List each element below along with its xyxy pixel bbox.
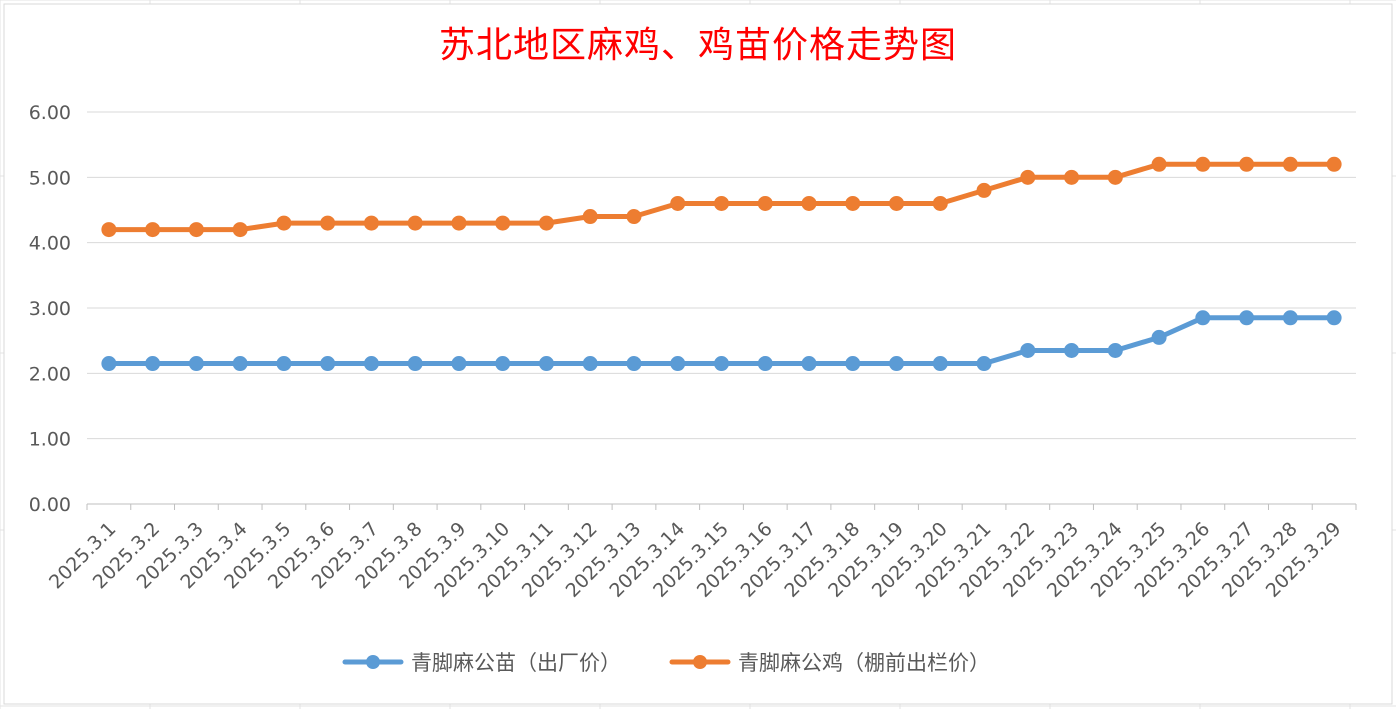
data-point-series-1 — [889, 356, 905, 372]
data-point-series-1 — [1326, 310, 1342, 326]
data-point-series-1 — [276, 356, 292, 372]
legend-swatch-marker — [366, 655, 380, 669]
data-point-series-2 — [582, 209, 598, 225]
data-point-series-1 — [538, 356, 554, 372]
y-tick-label: 4.00 — [29, 233, 71, 255]
data-point-series-2 — [757, 195, 773, 211]
data-point-series-2 — [889, 195, 905, 211]
data-point-series-1 — [1239, 310, 1255, 326]
data-point-series-2 — [1326, 156, 1342, 172]
data-point-series-2 — [363, 215, 379, 231]
y-tick-label: 2.00 — [29, 363, 71, 385]
data-point-series-2 — [714, 195, 729, 211]
data-point-series-1 — [845, 356, 861, 372]
data-point-series-2 — [232, 222, 248, 238]
data-point-series-2 — [320, 215, 336, 231]
legend-label: 青脚麻公鸡（棚前出栏价） — [738, 651, 990, 675]
data-point-series-2 — [1151, 156, 1167, 172]
data-point-series-1 — [801, 356, 817, 372]
data-point-series-2 — [188, 222, 204, 238]
data-point-series-1 — [1107, 342, 1123, 358]
data-point-series-2 — [145, 222, 161, 238]
data-point-series-2 — [626, 209, 642, 225]
data-point-series-2 — [1107, 169, 1123, 185]
data-point-series-1 — [582, 356, 598, 372]
data-point-series-1 — [1151, 329, 1167, 345]
data-point-series-1 — [451, 356, 467, 372]
data-point-series-1 — [1020, 342, 1036, 358]
data-point-series-2 — [1195, 156, 1211, 172]
data-point-series-2 — [1020, 169, 1036, 185]
legend-label: 青脚麻公苗（出厂价） — [411, 651, 621, 675]
data-point-series-2 — [976, 182, 992, 198]
y-tick-label: 5.00 — [29, 167, 71, 189]
y-tick-label: 1.00 — [29, 429, 71, 451]
data-point-series-2 — [101, 222, 117, 238]
data-point-series-2 — [670, 195, 686, 211]
data-point-series-1 — [320, 356, 336, 372]
data-point-series-1 — [495, 356, 511, 372]
chart-area — [3, 3, 1393, 705]
chart-title: 苏北地区麻鸡、鸡苗价格走势图 — [438, 25, 957, 66]
data-point-series-2 — [407, 215, 423, 231]
data-point-series-1 — [932, 356, 948, 372]
data-point-series-2 — [1064, 169, 1080, 185]
data-point-series-1 — [626, 356, 642, 372]
data-point-series-1 — [1064, 342, 1080, 358]
y-tick-label: 6.00 — [29, 102, 71, 124]
data-point-series-1 — [757, 356, 773, 372]
data-point-series-2 — [538, 215, 554, 231]
data-point-series-1 — [145, 356, 161, 372]
data-point-series-2 — [495, 215, 511, 231]
data-point-series-1 — [101, 356, 117, 372]
data-point-series-2 — [845, 195, 861, 211]
data-point-series-1 — [976, 356, 992, 372]
data-point-series-1 — [363, 356, 379, 372]
data-point-series-2 — [932, 195, 948, 211]
data-point-series-1 — [714, 356, 729, 372]
y-tick-label: 3.00 — [29, 298, 71, 320]
data-point-series-1 — [188, 356, 204, 372]
data-point-series-1 — [232, 356, 248, 372]
data-point-series-1 — [1282, 310, 1298, 326]
data-point-series-2 — [276, 215, 292, 231]
data-point-series-2 — [1282, 156, 1298, 172]
data-point-series-2 — [1239, 156, 1255, 172]
data-point-series-1 — [1195, 310, 1211, 326]
legend-swatch-marker — [693, 655, 707, 669]
data-point-series-2 — [451, 215, 467, 231]
data-point-series-1 — [670, 356, 686, 372]
data-point-series-2 — [801, 195, 817, 211]
data-point-series-1 — [407, 356, 423, 372]
y-tick-label: 0.00 — [29, 494, 71, 516]
